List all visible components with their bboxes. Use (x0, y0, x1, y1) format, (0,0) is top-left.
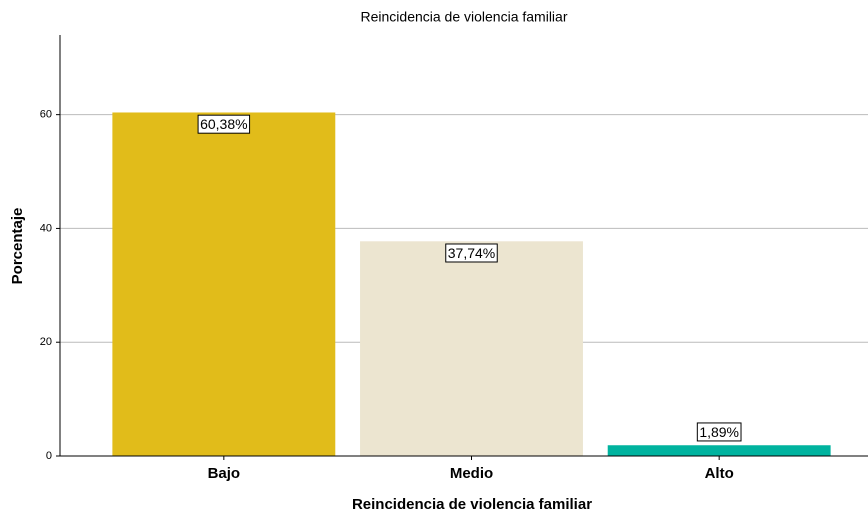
x-tick-label: Medio (450, 465, 493, 482)
bar (607, 445, 831, 456)
data-label: 60,38% (200, 116, 247, 132)
y-tick-label: 60 (40, 109, 52, 121)
data-label: 37,74% (448, 245, 495, 261)
x-tick-label: Alto (705, 465, 734, 482)
x-tick-label: Bajo (208, 465, 241, 482)
data-label-box (445, 243, 498, 263)
chart-title: Reincidencia de violencia familiar (361, 9, 568, 25)
y-axis-label: Porcentaje (9, 208, 26, 285)
y-tick-label: 40 (40, 222, 52, 234)
y-tick-label: 0 (46, 450, 52, 462)
bar (360, 241, 583, 456)
data-label: 1,89% (699, 424, 739, 440)
data-label-box (197, 114, 251, 134)
data-label-box (696, 422, 742, 442)
bar (112, 112, 336, 456)
x-axis-label: Reincidencia de violencia familiar (352, 496, 592, 513)
y-tick-label: 20 (40, 336, 52, 348)
